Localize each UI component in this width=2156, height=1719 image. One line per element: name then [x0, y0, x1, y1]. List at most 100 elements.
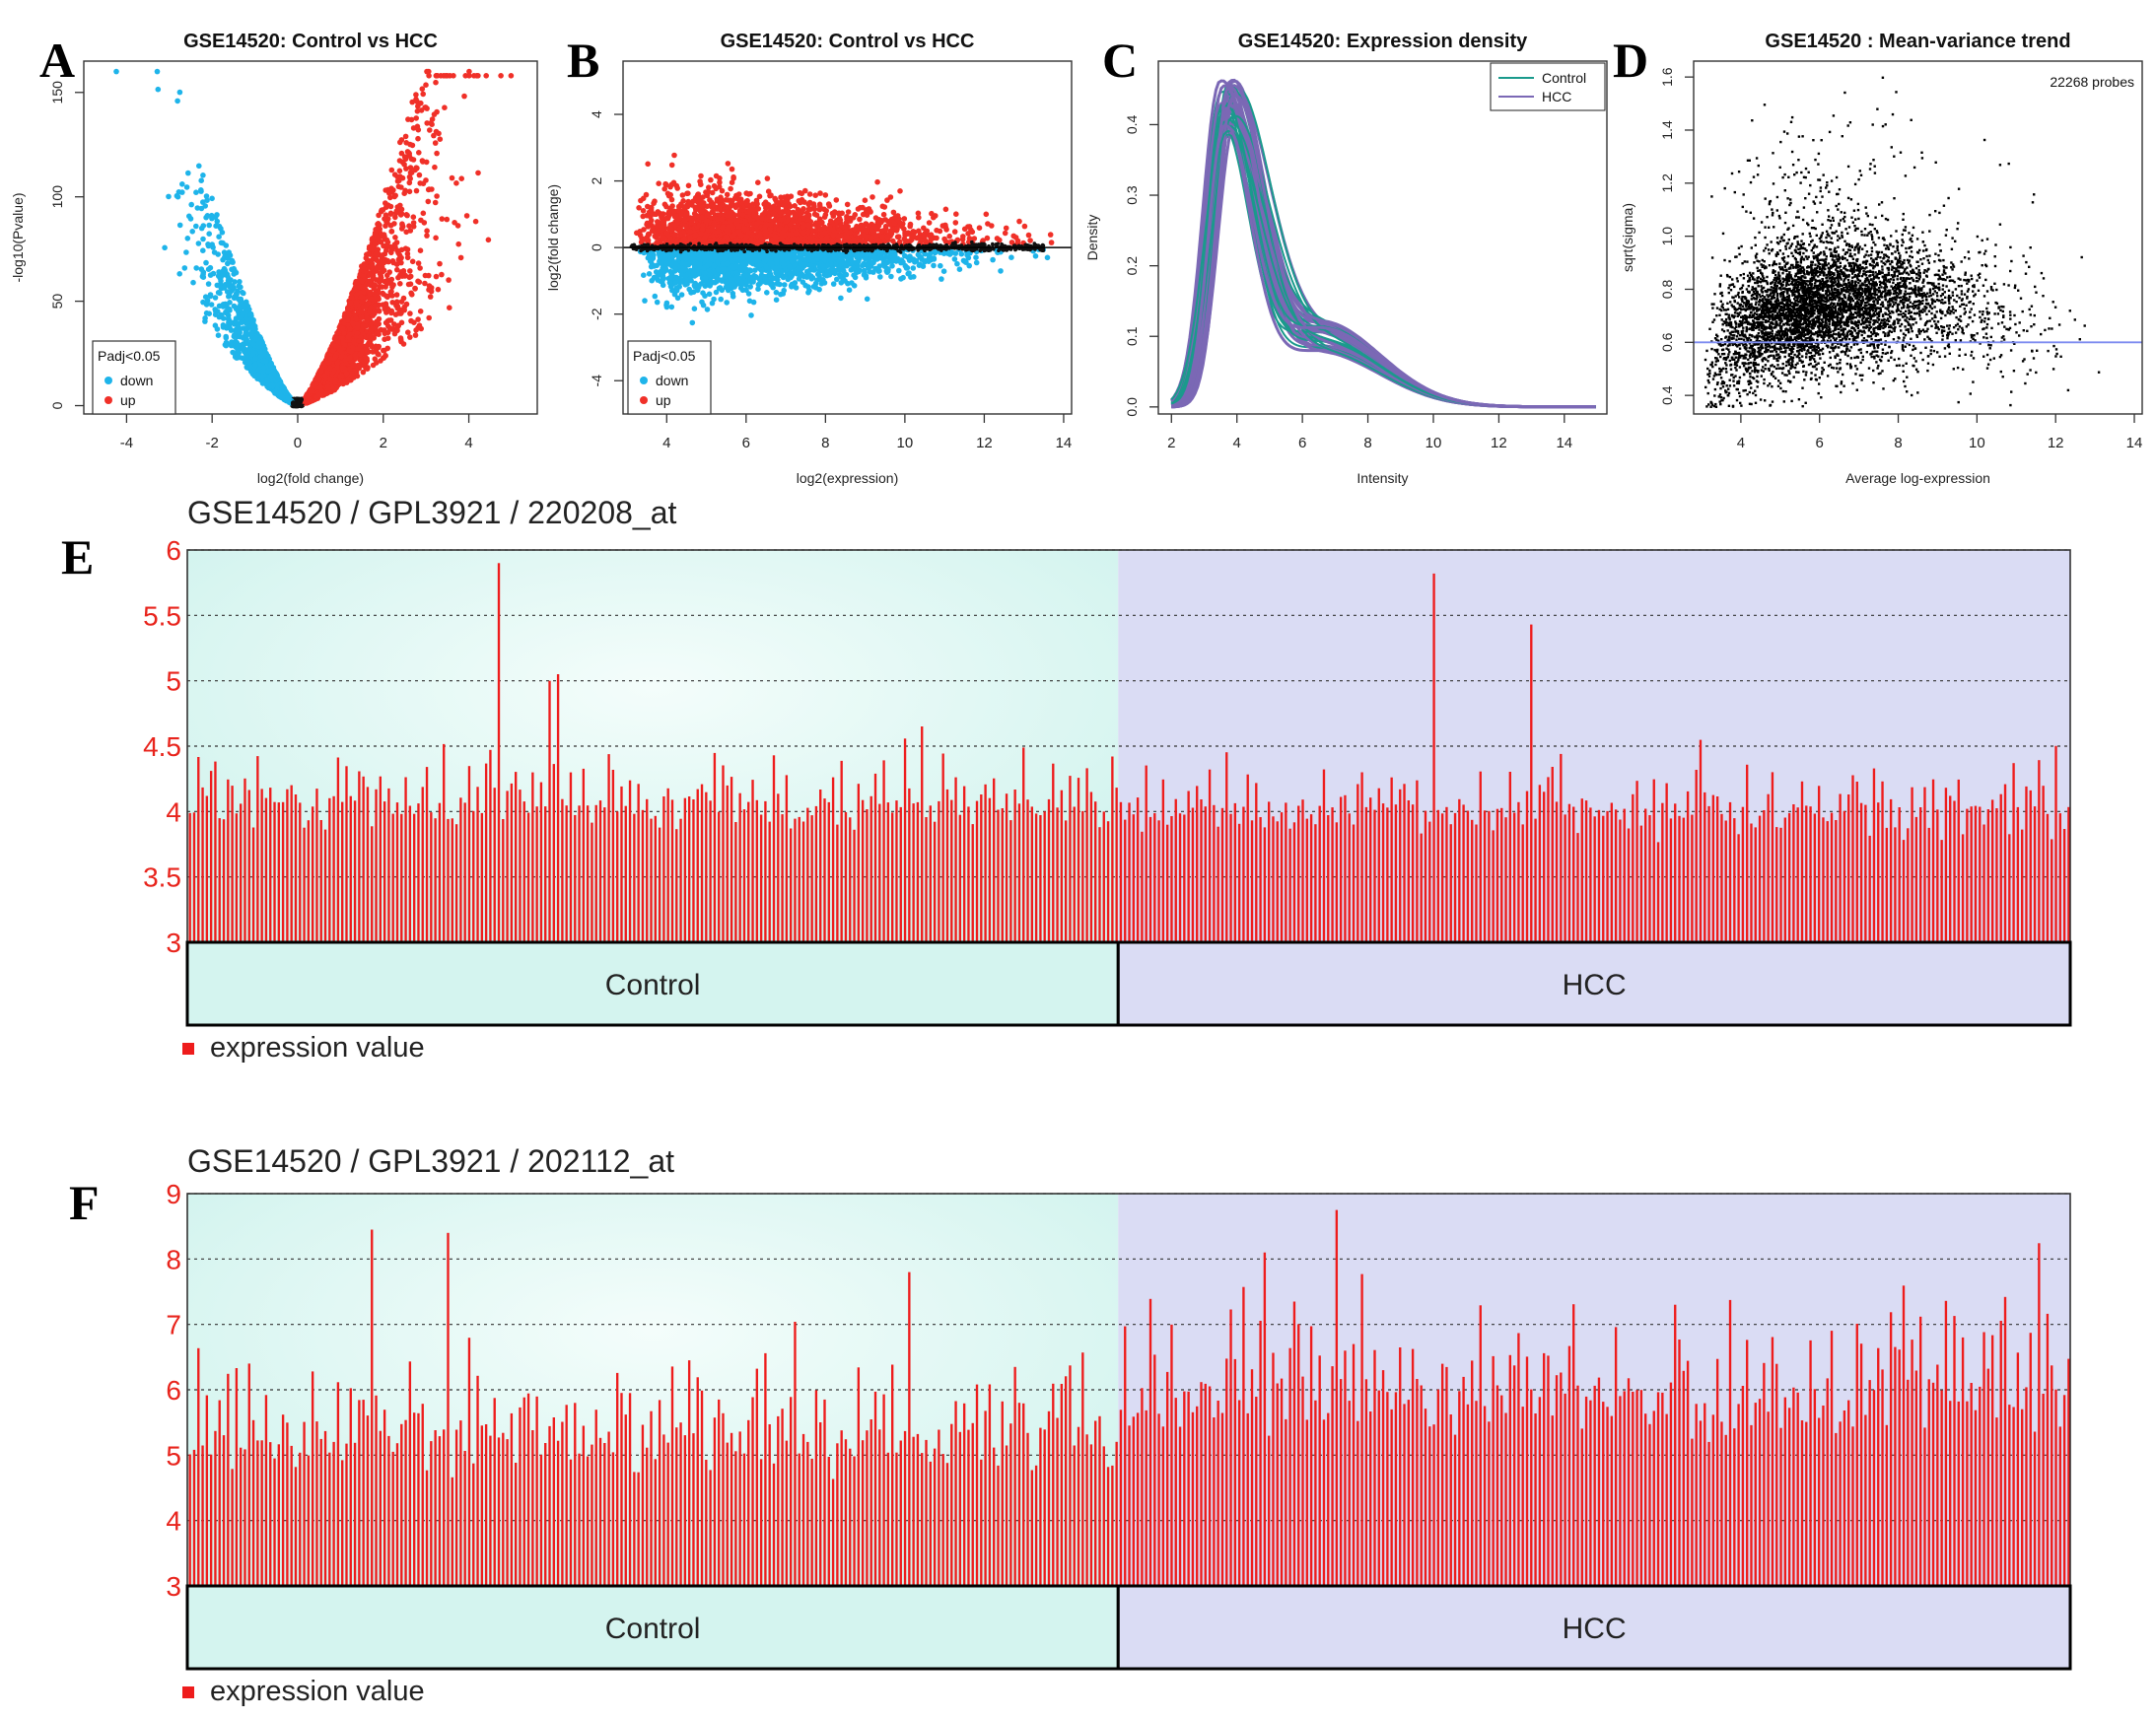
ma-point	[869, 194, 875, 200]
ma-point	[728, 185, 733, 192]
volcano-point	[439, 271, 445, 278]
volcano-point	[352, 363, 359, 369]
volcano-point	[423, 177, 429, 183]
volcano-point	[181, 265, 188, 271]
volcano-point	[248, 325, 255, 331]
volcano-point	[367, 309, 373, 315]
volcano-point	[260, 343, 267, 349]
ma-point	[725, 161, 731, 167]
volcano-point	[403, 166, 409, 172]
volcano-point	[417, 265, 423, 271]
volcano-point	[434, 150, 440, 157]
volcano-plot: GSE14520: Control vs HCC-4 -2 0 2 4050100150…	[10, 31, 538, 486]
volcano-point	[410, 214, 417, 220]
volcano-point	[216, 234, 222, 240]
volcano-point	[383, 293, 389, 300]
y-tick-label: 100	[49, 185, 65, 209]
ma-point	[951, 256, 958, 262]
x-axis-label: log2(fold change)	[257, 470, 364, 486]
volcano-point	[412, 286, 418, 292]
volcano-point	[214, 282, 221, 289]
ma-point	[708, 176, 714, 183]
volcano-point	[226, 294, 232, 300]
volcano-point	[243, 364, 250, 371]
volcano-point	[206, 222, 212, 229]
x-tick-label: 6	[742, 435, 750, 451]
ma-point	[931, 262, 937, 269]
volcano-point	[220, 272, 226, 278]
volcano-point	[367, 341, 374, 348]
volcano-point	[387, 243, 394, 250]
volcano-point	[214, 326, 221, 332]
volcano-point	[397, 281, 403, 287]
volcano-point	[405, 281, 412, 288]
volcano-point	[442, 104, 448, 110]
volcano-point	[419, 86, 426, 92]
volcano-point	[202, 315, 208, 321]
volcano-point	[183, 184, 190, 190]
volcano-point	[433, 235, 439, 241]
volcano-point	[434, 193, 440, 199]
volcano-point	[252, 361, 258, 368]
volcano-point	[457, 254, 464, 261]
volcano-point	[205, 281, 212, 287]
ma-point	[926, 220, 933, 226]
y-tick-label: 150	[49, 81, 65, 104]
volcano-point	[396, 168, 403, 174]
volcano-point	[243, 340, 249, 347]
volcano-point	[426, 73, 432, 79]
panel-letter-d: D	[1613, 33, 1648, 88]
volcano-point	[472, 218, 479, 225]
volcano-point	[231, 333, 238, 340]
volcano-point	[424, 105, 430, 111]
volcano-point	[313, 376, 319, 382]
volcano-point	[339, 325, 346, 332]
volcano-point	[426, 287, 432, 293]
volcano-point	[376, 329, 382, 335]
ma-point	[896, 267, 902, 274]
volcano-point	[388, 189, 395, 195]
volcano-point	[401, 190, 408, 196]
volcano-point	[374, 257, 381, 263]
y-tick-label: 0	[589, 243, 604, 251]
volcano-point	[424, 120, 431, 126]
volcano-point	[252, 356, 259, 362]
volcano-point	[240, 309, 246, 316]
volcano-point	[185, 170, 191, 176]
volcano-point	[393, 240, 400, 245]
volcano-point	[367, 289, 374, 296]
volcano-point	[446, 277, 452, 283]
volcano-point	[346, 355, 353, 362]
ma-point	[880, 211, 887, 218]
volcano-point	[407, 165, 414, 171]
volcano-point	[392, 235, 398, 241]
volcano-point	[351, 338, 357, 345]
volcano-point	[356, 283, 363, 290]
volcano-point	[417, 180, 424, 186]
ma-point	[846, 287, 853, 294]
volcano-point	[205, 266, 212, 273]
volcano-point	[397, 173, 403, 179]
volcano-point	[449, 174, 455, 181]
volcano-point	[162, 244, 168, 251]
volcano-point	[200, 236, 206, 242]
volcano-point	[264, 378, 271, 384]
x-tick-label: 12	[976, 435, 993, 451]
volcano-point	[364, 301, 371, 307]
x-tick-label: 2	[380, 435, 387, 451]
ma-point	[942, 206, 949, 213]
panel-letter-a: A	[39, 33, 75, 88]
volcano-points	[113, 68, 515, 409]
volcano-point	[418, 325, 425, 332]
panel-letter-c: C	[1102, 33, 1138, 88]
volcano-point	[223, 334, 230, 341]
volcano-point	[272, 388, 279, 395]
volcano-point	[393, 299, 400, 306]
volcano-point	[407, 334, 413, 340]
volcano-point	[376, 265, 383, 271]
volcano-point	[413, 187, 420, 194]
volcano-point	[248, 330, 254, 337]
volcano-point	[265, 368, 271, 375]
volcano-point	[415, 278, 421, 285]
volcano-point	[463, 213, 470, 219]
